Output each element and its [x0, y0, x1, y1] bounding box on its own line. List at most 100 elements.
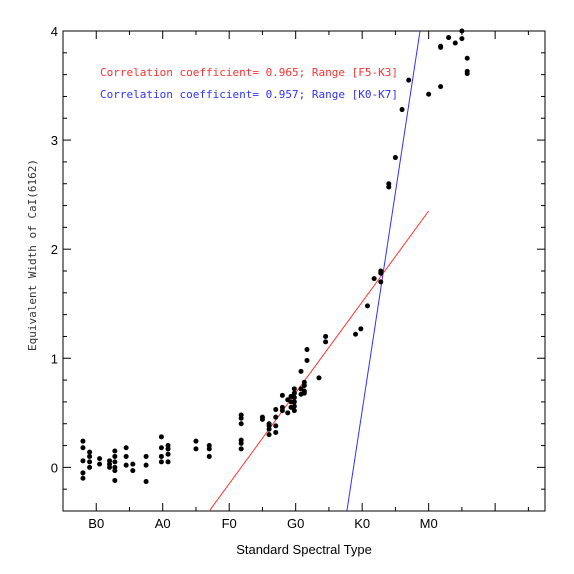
data-point — [112, 477, 118, 483]
data-point — [378, 279, 384, 285]
data-point — [112, 448, 118, 454]
data-point — [87, 464, 93, 470]
data-point — [238, 421, 244, 427]
data-point — [291, 403, 297, 409]
data-point — [238, 446, 244, 452]
data-point — [298, 368, 304, 374]
y-tick-label: 3 — [51, 133, 58, 148]
data-point — [452, 40, 458, 46]
data-point — [165, 459, 171, 465]
y-tick-label: 2 — [51, 242, 58, 257]
y-axis-label: Equivalent Width of CaI(6162) — [26, 159, 39, 351]
data-point — [323, 333, 329, 339]
correlation-annotation: Correlation coefficient= 0.965; Range [F… — [100, 66, 398, 79]
data-point — [323, 339, 329, 345]
data-point — [446, 35, 452, 41]
x-tick-label: B0 — [88, 516, 104, 531]
data-point — [353, 331, 359, 337]
data-point — [304, 347, 310, 353]
data-point — [165, 446, 171, 452]
correlation-annotation: Correlation coefficient= 0.957; Range [K… — [100, 88, 398, 101]
data-point — [291, 399, 297, 405]
tick-labels: B0 A0 F0 G0 K0 M0 0 1 2 3 4 — [51, 24, 438, 531]
data-point — [285, 410, 291, 416]
data-point — [206, 446, 212, 452]
y-tick-label: 4 — [51, 24, 58, 39]
data-point — [158, 453, 164, 459]
data-point — [158, 434, 164, 440]
data-point — [97, 456, 103, 462]
x-tick-label: G0 — [287, 516, 304, 531]
data-point — [112, 459, 118, 465]
data-point — [123, 453, 129, 459]
data-point — [165, 451, 171, 457]
data-point — [426, 91, 432, 97]
data-point — [112, 468, 118, 474]
data-point — [123, 445, 129, 451]
data-point — [279, 408, 285, 414]
data-point — [273, 423, 279, 429]
data-point — [279, 392, 285, 398]
data-point — [266, 432, 272, 438]
fit-lines — [208, 31, 430, 511]
data-point — [143, 453, 149, 459]
x-tick-label: F0 — [222, 516, 237, 531]
data-point — [399, 107, 405, 113]
data-point — [80, 458, 86, 464]
data-point — [193, 446, 199, 452]
data-points — [80, 28, 470, 485]
data-point — [291, 390, 297, 396]
data-point — [464, 71, 470, 77]
data-point — [301, 390, 307, 396]
axis-ticks — [63, 30, 545, 512]
data-point — [304, 357, 310, 363]
data-point — [80, 475, 86, 481]
data-point — [438, 84, 444, 90]
data-point — [266, 426, 272, 432]
x-tick-label: K0 — [354, 516, 370, 531]
data-point — [291, 395, 297, 401]
fit-line-red — [208, 210, 430, 511]
data-point — [87, 449, 93, 455]
data-point — [358, 326, 364, 332]
data-point — [259, 416, 265, 422]
annotations: Correlation coefficient= 0.965; Range [F… — [100, 66, 398, 101]
data-point — [193, 438, 199, 444]
x-tick-label: A0 — [155, 516, 171, 531]
data-point — [143, 462, 149, 468]
data-point — [438, 44, 444, 50]
data-point — [238, 415, 244, 421]
x-axis-label: Standard Spectral Type — [236, 542, 372, 557]
data-point — [464, 55, 470, 61]
data-point — [316, 375, 322, 381]
data-point — [291, 386, 297, 392]
data-point — [392, 155, 398, 161]
data-point — [80, 470, 86, 476]
data-point — [406, 77, 412, 83]
data-point — [371, 276, 377, 282]
data-point — [273, 429, 279, 435]
y-tick-label: 0 — [51, 460, 58, 475]
data-point — [80, 438, 86, 444]
data-point — [87, 459, 93, 465]
data-point — [123, 462, 129, 468]
data-point — [206, 453, 212, 459]
data-point — [291, 408, 297, 414]
data-point — [273, 407, 279, 413]
data-point — [112, 453, 118, 459]
data-point — [107, 464, 113, 470]
fit-line-blue — [346, 31, 421, 511]
data-point — [97, 461, 103, 467]
data-point — [301, 383, 307, 389]
data-point — [459, 36, 465, 42]
data-point — [378, 270, 384, 276]
data-point — [143, 479, 149, 485]
data-point — [130, 461, 136, 467]
data-point — [273, 414, 279, 420]
data-point — [386, 184, 392, 190]
data-point — [459, 28, 465, 34]
y-tick-label: 1 — [51, 351, 58, 366]
data-point — [80, 445, 86, 451]
